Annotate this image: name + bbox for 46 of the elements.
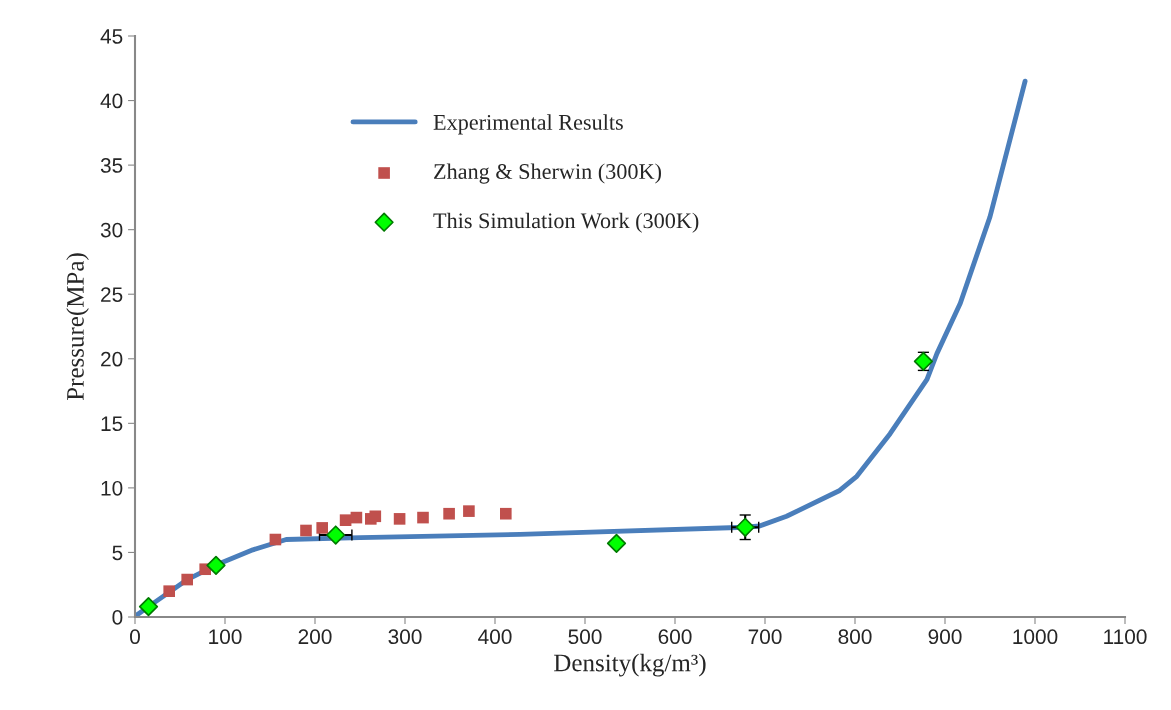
legend-label: Zhang & Sherwin (300K) <box>434 163 661 184</box>
y-tick-label: 0 <box>112 610 123 625</box>
x-tick-label: 1100 <box>1104 629 1147 645</box>
point <box>393 513 406 525</box>
x-tick-label: 200 <box>298 629 332 645</box>
point <box>206 555 226 575</box>
x-tick-label: 800 <box>838 629 872 645</box>
x-tick-label: 0 <box>130 629 140 645</box>
x-tick-label: 900 <box>928 629 962 645</box>
x-axis-title: Density(kg/m³) <box>554 653 706 677</box>
y-tick-label: 5 <box>112 545 123 561</box>
point <box>369 510 382 523</box>
point <box>463 505 475 517</box>
x-tick-label: 300 <box>388 629 422 645</box>
x-tick-label: 400 <box>478 629 512 645</box>
point <box>606 533 627 554</box>
point <box>417 511 429 524</box>
y-tick-label: 40 <box>100 93 123 109</box>
x-tick-label: 1000 <box>1013 629 1058 645</box>
y-tick-label: 25 <box>101 287 123 302</box>
y-tick-label: 15 <box>101 416 123 432</box>
legend-label: Experimental Results <box>433 114 623 135</box>
point <box>300 524 312 537</box>
x-tick-label: 500 <box>568 629 602 645</box>
legend-label: This Simulation Work (300K) <box>433 212 699 233</box>
point <box>138 597 159 617</box>
point <box>326 525 346 545</box>
x-tick-label: 700 <box>748 629 782 645</box>
point <box>163 585 176 597</box>
y-tick-label: 45 <box>100 29 123 44</box>
point <box>499 507 512 520</box>
point <box>350 511 363 524</box>
point <box>443 507 455 520</box>
y-tick-label: 20 <box>101 351 123 367</box>
y-tick-label: 10 <box>101 480 123 496</box>
point <box>735 517 755 537</box>
y-tick-label: 35 <box>100 158 123 173</box>
y-axis-title: Pressure(MPa) <box>66 253 89 401</box>
point <box>181 573 194 586</box>
x-tick-label: 600 <box>658 629 692 645</box>
y-tick-label: 30 <box>100 222 123 238</box>
point <box>339 514 352 526</box>
point <box>269 533 282 546</box>
x-tick-label: 100 <box>209 629 242 645</box>
line-series <box>135 78 1028 617</box>
point <box>316 522 329 534</box>
